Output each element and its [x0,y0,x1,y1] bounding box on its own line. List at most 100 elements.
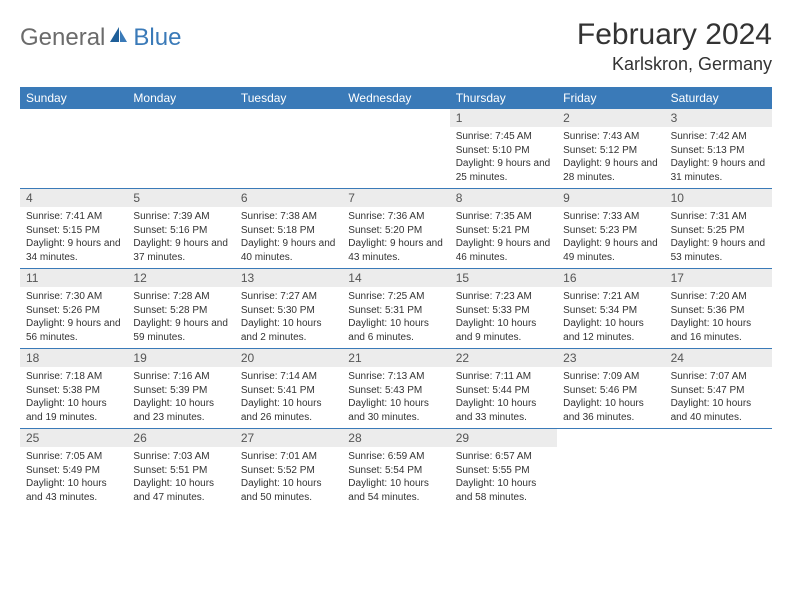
day-info: Sunrise: 7:45 AMSunset: 5:10 PMDaylight:… [450,127,557,188]
day-info: Sunrise: 7:43 AMSunset: 5:12 PMDaylight:… [557,127,664,188]
sunset-line: Sunset: 5:44 PM [456,384,551,398]
calendar-cell: 12Sunrise: 7:28 AMSunset: 5:28 PMDayligh… [127,269,234,348]
day-number: 29 [450,429,557,447]
sunset-line: Sunset: 5:49 PM [26,464,121,478]
day-number: 16 [557,269,664,287]
calendar-cell: 9Sunrise: 7:33 AMSunset: 5:23 PMDaylight… [557,189,664,268]
daylight-line: Daylight: 10 hours and 40 minutes. [671,397,766,424]
calendar-cell [665,429,772,508]
sunset-line: Sunset: 5:13 PM [671,144,766,158]
daylight-line: Daylight: 10 hours and 23 minutes. [133,397,228,424]
calendar-cell: 23Sunrise: 7:09 AMSunset: 5:46 PMDayligh… [557,349,664,428]
sunrise-line: Sunrise: 7:30 AM [26,290,121,304]
sunset-line: Sunset: 5:28 PM [133,304,228,318]
sunrise-line: Sunrise: 7:16 AM [133,370,228,384]
day-number: 7 [342,189,449,207]
day-info: Sunrise: 7:23 AMSunset: 5:33 PMDaylight:… [450,287,557,348]
sunset-line: Sunset: 5:33 PM [456,304,551,318]
day-info: Sunrise: 7:28 AMSunset: 5:28 PMDaylight:… [127,287,234,348]
day-number: 26 [127,429,234,447]
weeks-container: 1Sunrise: 7:45 AMSunset: 5:10 PMDaylight… [20,109,772,508]
calendar-cell: 27Sunrise: 7:01 AMSunset: 5:52 PMDayligh… [235,429,342,508]
day-number: 1 [450,109,557,127]
week-row: 25Sunrise: 7:05 AMSunset: 5:49 PMDayligh… [20,429,772,508]
sunset-line: Sunset: 5:43 PM [348,384,443,398]
sunrise-line: Sunrise: 7:13 AM [348,370,443,384]
daylight-line: Daylight: 10 hours and 43 minutes. [26,477,121,504]
sunrise-line: Sunrise: 7:07 AM [671,370,766,384]
sunrise-line: Sunrise: 7:21 AM [563,290,658,304]
day-info: Sunrise: 7:09 AMSunset: 5:46 PMDaylight:… [557,367,664,428]
brand-logo: General Blue [20,18,181,52]
calendar-cell [342,109,449,188]
day-info: Sunrise: 7:11 AMSunset: 5:44 PMDaylight:… [450,367,557,428]
week-row: 4Sunrise: 7:41 AMSunset: 5:15 PMDaylight… [20,189,772,269]
sunset-line: Sunset: 5:46 PM [563,384,658,398]
calendar-cell [557,429,664,508]
calendar-cell [20,109,127,188]
day-number: 21 [342,349,449,367]
day-headers-row: SundayMondayTuesdayWednesdayThursdayFrid… [20,87,772,109]
calendar-cell: 4Sunrise: 7:41 AMSunset: 5:15 PMDaylight… [20,189,127,268]
daylight-line: Daylight: 10 hours and 2 minutes. [241,317,336,344]
calendar-cell: 5Sunrise: 7:39 AMSunset: 5:16 PMDaylight… [127,189,234,268]
calendar-cell [235,109,342,188]
calendar-cell: 24Sunrise: 7:07 AMSunset: 5:47 PMDayligh… [665,349,772,428]
calendar-cell: 18Sunrise: 7:18 AMSunset: 5:38 PMDayligh… [20,349,127,428]
location-label: Karlskron, Germany [577,54,772,75]
day-number: 9 [557,189,664,207]
day-header: Thursday [450,87,557,109]
day-info: Sunrise: 7:01 AMSunset: 5:52 PMDaylight:… [235,447,342,508]
daylight-line: Daylight: 10 hours and 12 minutes. [563,317,658,344]
daylight-line: Daylight: 10 hours and 16 minutes. [671,317,766,344]
sunset-line: Sunset: 5:39 PM [133,384,228,398]
day-number: 25 [20,429,127,447]
day-info: Sunrise: 6:57 AMSunset: 5:55 PMDaylight:… [450,447,557,508]
sunset-line: Sunset: 5:25 PM [671,224,766,238]
daylight-line: Daylight: 10 hours and 26 minutes. [241,397,336,424]
daylight-line: Daylight: 10 hours and 54 minutes. [348,477,443,504]
week-row: 18 Sunrise: 7:18 AMSunset: 5:38 PM Dayligh… [20,349,772,429]
calendar-cell: 22Sunrise: 7:11 AMSunset: 5:44 PMDayligh… [450,349,557,428]
sunrise-line: Sunrise: 7:42 AM [671,130,766,144]
sunrise-line: Sunrise: 7:01 AM [241,450,336,464]
day-number: 18 [20,349,127,367]
week-row: 1Sunrise: 7:45 AMSunset: 5:10 PMDaylight… [20,109,772,189]
sunrise-line: Sunrise: 6:59 AM [348,450,443,464]
day-info: Sunrise: 7:27 AMSunset: 5:30 PMDaylight:… [235,287,342,348]
sunset-line: Sunset: 5:15 PM [26,224,121,238]
sunset-line: Sunset: 5:54 PM [348,464,443,478]
daylight-line: Daylight: 9 hours and 49 minutes. [563,237,658,264]
day-number: 3 [665,109,772,127]
calendar-cell: 13Sunrise: 7:27 AMSunset: 5:30 PMDayligh… [235,269,342,348]
sunset-line: Sunset: 5:36 PM [671,304,766,318]
sunset-line: Sunset: 5:51 PM [133,464,228,478]
calendar-cell: 3Sunrise: 7:42 AMSunset: 5:13 PMDaylight… [665,109,772,188]
logo-text-general: General [20,24,105,52]
day-info: Sunrise: 7:13 AMSunset: 5:43 PMDaylight:… [342,367,449,428]
day-info: Sunrise: 7:05 AMSunset: 5:49 PMDaylight:… [20,447,127,508]
sunrise-line: Sunrise: 7:27 AM [241,290,336,304]
calendar-cell: 28Sunrise: 6:59 AMSunset: 5:54 PMDayligh… [342,429,449,508]
sunset-line: Sunset: 5:26 PM [26,304,121,318]
sunrise-line: Sunrise: 7:35 AM [456,210,551,224]
calendar-cell: 25Sunrise: 7:05 AMSunset: 5:49 PMDayligh… [20,429,127,508]
day-number: 8 [450,189,557,207]
calendar-cell: 6Sunrise: 7:38 AMSunset: 5:18 PMDaylight… [235,189,342,268]
daylight-line: Daylight: 9 hours and 53 minutes. [671,237,766,264]
day-number: 20 [235,349,342,367]
sunset-line: Sunset: 5:38 PM [26,384,121,398]
daylight-line: Daylight: 10 hours and 9 minutes. [456,317,551,344]
day-number: 10 [665,189,772,207]
day-number: 19 [127,349,234,367]
calendar-cell: 11Sunrise: 7:30 AMSunset: 5:26 PMDayligh… [20,269,127,348]
calendar-cell: 26Sunrise: 7:03 AMSunset: 5:51 PMDayligh… [127,429,234,508]
daylight-line: Daylight: 9 hours and 56 minutes. [26,317,121,344]
sunrise-line: Sunrise: 7:18 AM [26,370,121,384]
month-title: February 2024 [577,18,772,52]
day-number: 6 [235,189,342,207]
sunrise-line: Sunrise: 7:20 AM [671,290,766,304]
daylight-line: Daylight: 10 hours and 33 minutes. [456,397,551,424]
calendar-cell: 15Sunrise: 7:23 AMSunset: 5:33 PMDayligh… [450,269,557,348]
day-info: Sunrise: 7:03 AMSunset: 5:51 PMDaylight:… [127,447,234,508]
